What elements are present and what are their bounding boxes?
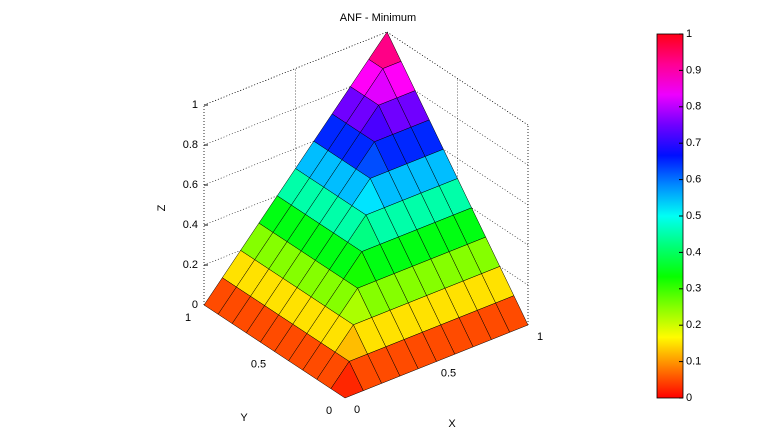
surface-face xyxy=(330,360,364,399)
x-tick-label: 1 xyxy=(537,331,543,343)
z-axis-label: Z xyxy=(156,204,168,211)
colorbar-tick-label: 1 xyxy=(686,28,692,40)
z-tick-label: 1 xyxy=(192,99,198,111)
x-tick-label: 0 xyxy=(354,404,360,416)
colorbar-tick-label: 0.5 xyxy=(686,210,701,222)
y-axis-label: Y xyxy=(240,412,248,424)
chart-title: ANF - Minimum xyxy=(340,12,416,24)
colorbar-tick-label: 0.4 xyxy=(686,246,701,258)
colorbar-tick-label: 0.8 xyxy=(686,101,701,113)
z-tick-label: 0.4 xyxy=(183,219,198,231)
colorbar-tick-label: 0.6 xyxy=(686,174,701,186)
z-tick-label: 0 xyxy=(192,299,198,311)
y-tick-label: 0 xyxy=(326,405,332,417)
colorbar-tick-label: 0 xyxy=(686,392,692,404)
colorbar-tick-label: 0.1 xyxy=(686,356,701,368)
colorbar-tick-label: 0.3 xyxy=(686,283,701,295)
colorbar-tick-label: 0.9 xyxy=(686,64,701,76)
grid-line xyxy=(386,31,529,126)
colorbar xyxy=(656,33,684,399)
z-tick-label: 0.8 xyxy=(183,139,198,151)
y-tick-label: 0.5 xyxy=(251,358,266,370)
x-tick-label: 0.5 xyxy=(441,367,456,379)
colorbar-tick-label: 0.2 xyxy=(686,319,701,331)
x-axis-label: X xyxy=(448,418,456,430)
z-tick-label: 0.2 xyxy=(183,259,198,271)
y-tick-label: 1 xyxy=(185,312,191,324)
z-tick-label: 0.6 xyxy=(183,179,198,191)
surface xyxy=(203,31,529,399)
colorbar-tick-label: 0.7 xyxy=(686,137,701,149)
